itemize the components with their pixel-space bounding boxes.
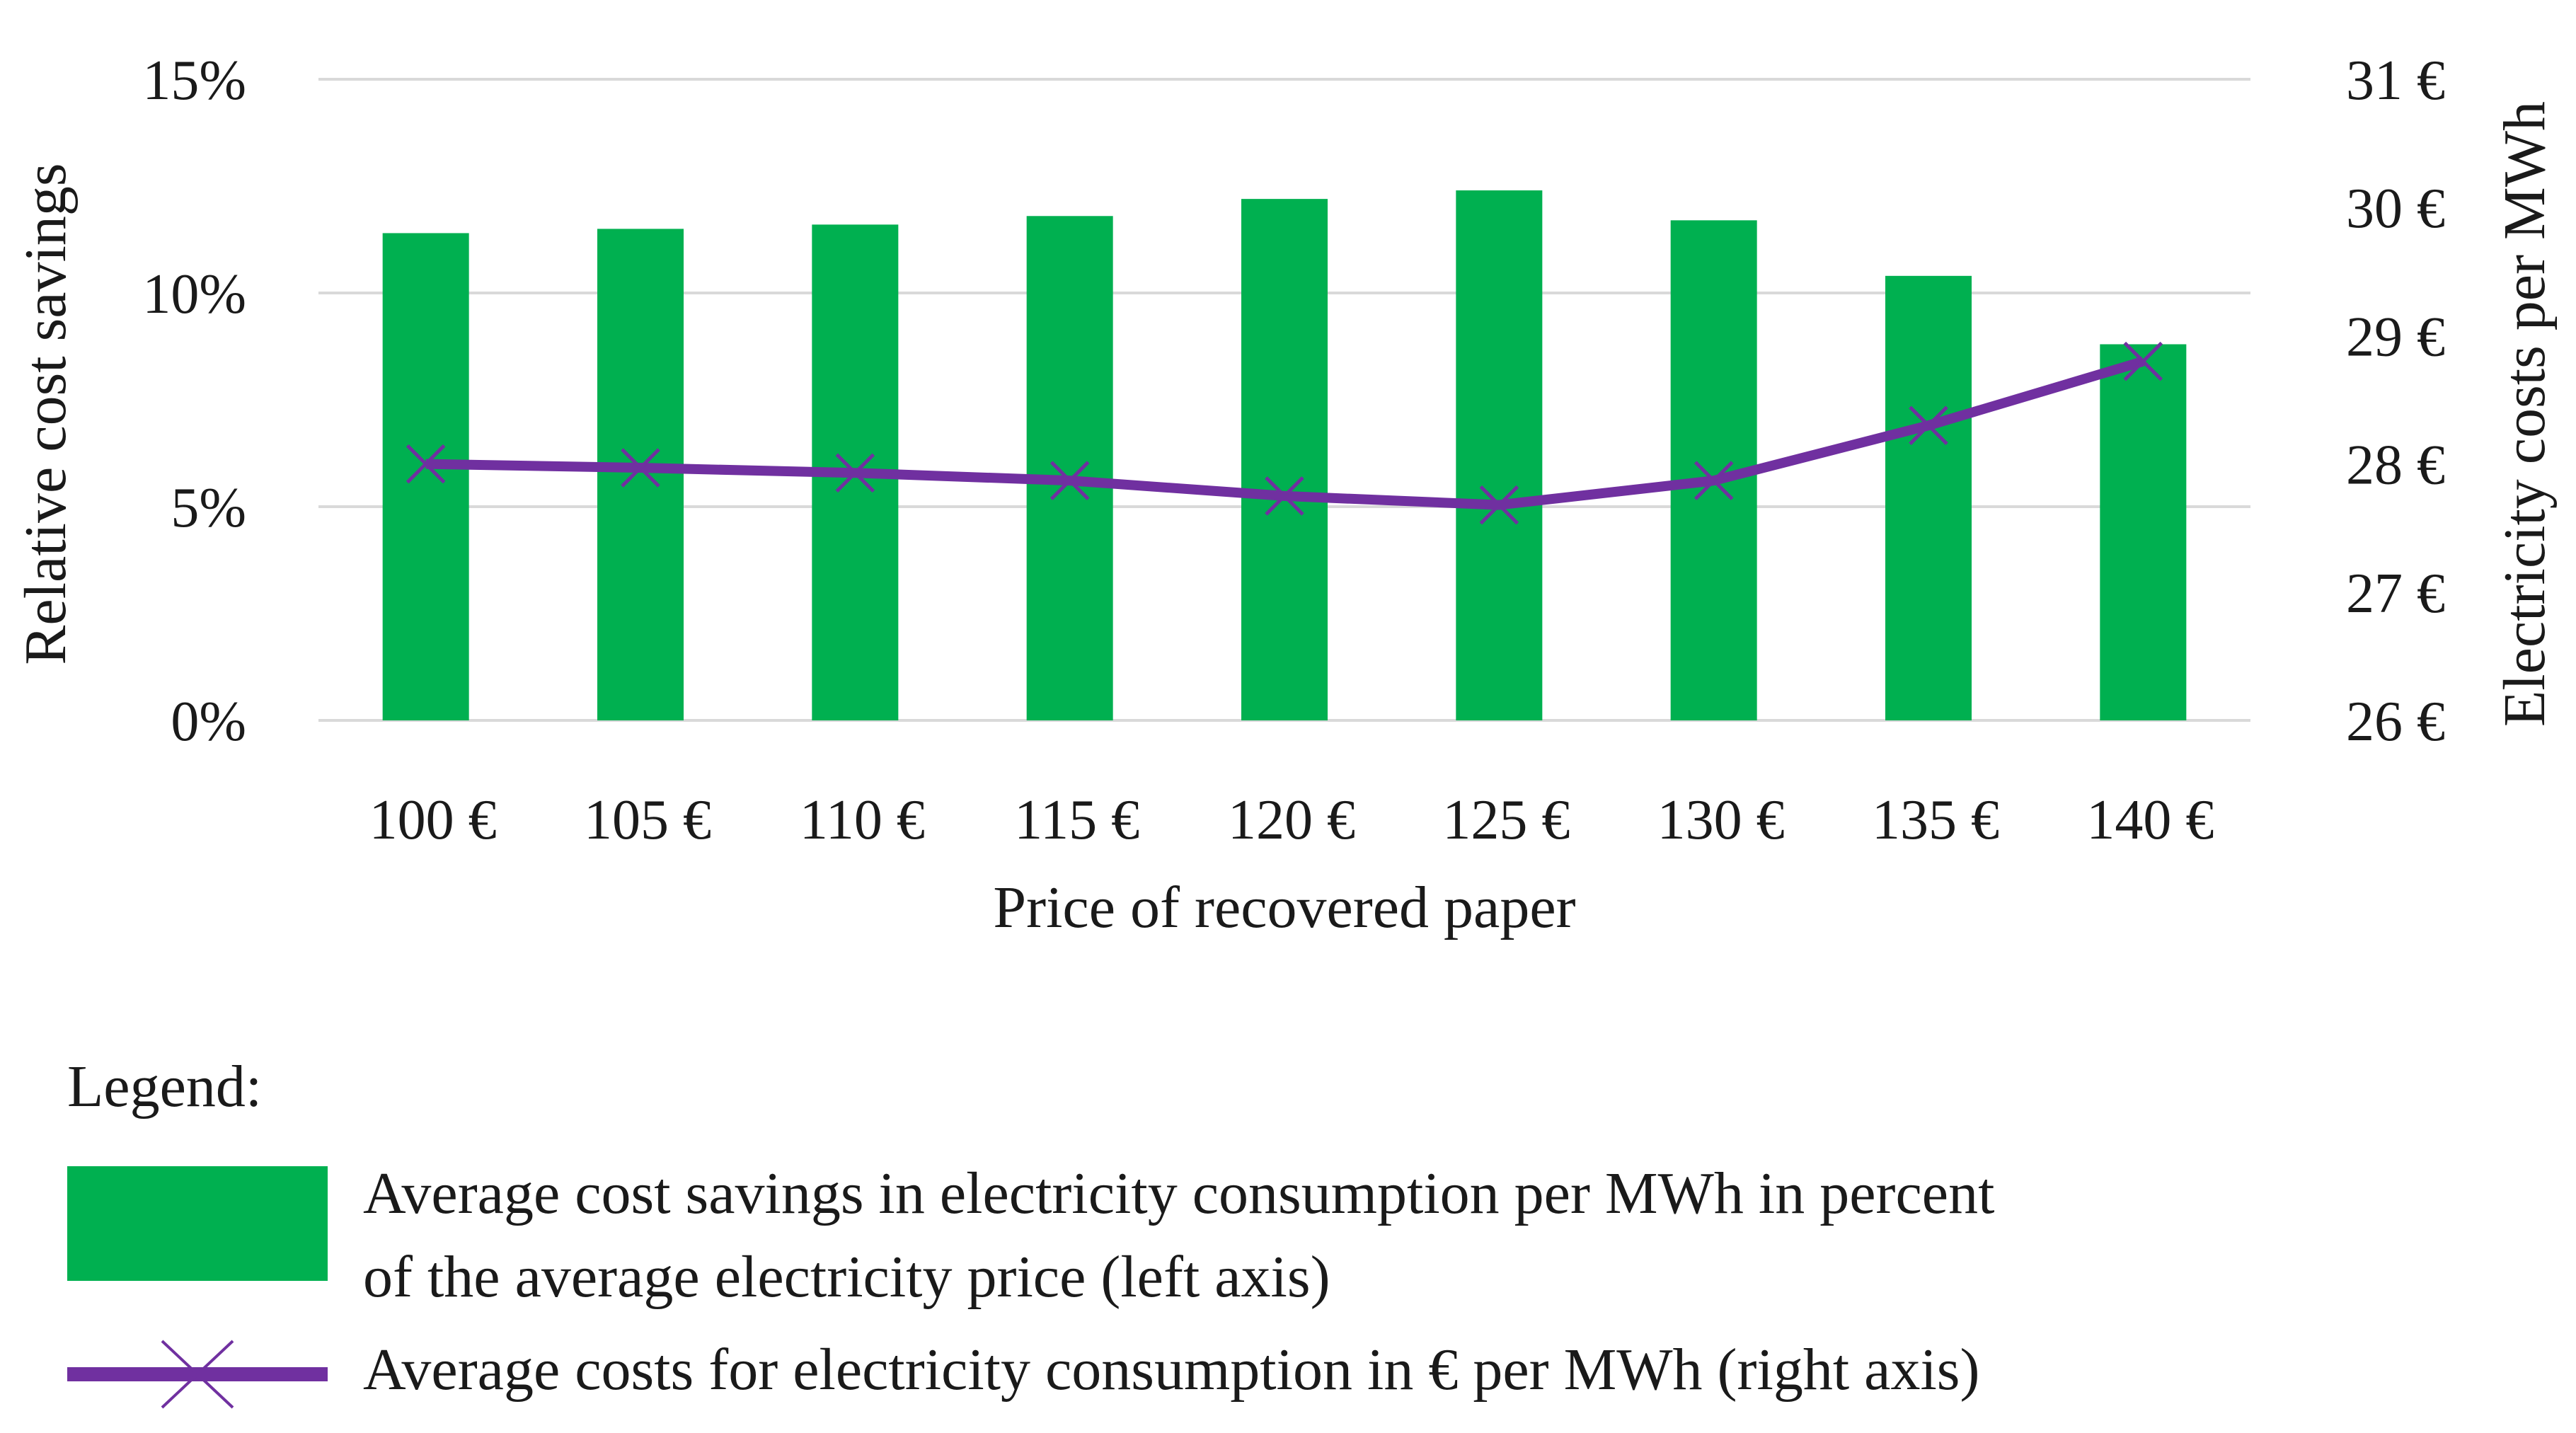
bar <box>1241 199 1328 720</box>
line-point <box>1694 461 1734 500</box>
legend-label-bars-line1: Average cost savings in electricity cons… <box>363 1161 1995 1227</box>
line-point <box>1265 476 1304 516</box>
legend-label-bars: Average cost savings in electricity cons… <box>363 1152 2522 1319</box>
right-tick-label: 26 € <box>2346 691 2445 753</box>
bar <box>1456 190 1543 720</box>
legend-item-line: Average costs for electricity consumptio… <box>67 1335 2544 1413</box>
right-tick-label: 31 € <box>2346 50 2445 112</box>
legend-swatch-line <box>67 1340 328 1409</box>
legend: Legend: Average cost savings in electric… <box>67 1054 2544 1413</box>
legend-label-line: Average costs for electricity consumptio… <box>363 1337 1980 1403</box>
line-point <box>1050 461 1090 500</box>
line-point <box>621 448 660 488</box>
x-tick-label: 110 € <box>800 789 925 851</box>
x-tick-label: 105 € <box>584 789 711 851</box>
x-tick-label: 130 € <box>1657 789 1785 851</box>
right-tick-label: 29 € <box>2346 306 2445 368</box>
combo-chart: 0% 5% 10% 15% 26 € 27 € 28 € 29 € 30 € 31 € 100 … <box>13 50 2558 940</box>
x-tick-label: 135 € <box>1872 789 1999 851</box>
line-point <box>1479 485 1519 525</box>
left-tick-label: 5% <box>171 477 246 539</box>
x-tick-label: 140 € <box>2086 789 2214 851</box>
bar <box>1026 216 1113 720</box>
right-tick-label: 28 € <box>2346 434 2445 497</box>
bar <box>1885 275 1972 721</box>
x-tick-label: 125 € <box>1442 789 1570 851</box>
legend-item-bars: Average cost savings in electricity cons… <box>67 1161 2544 1335</box>
bar <box>597 229 684 720</box>
x-axis-ticks: 100 € 105 € 110 € 115 € 120 € 125 € 130 € 135 €… <box>369 789 2214 851</box>
right-tick-label: 30 € <box>2346 178 2445 240</box>
x-tick-label: 115 € <box>1014 789 1139 851</box>
left-tick-label: 15% <box>142 50 246 112</box>
bar <box>382 233 469 720</box>
x-tick-label: 100 € <box>369 789 497 851</box>
bar <box>2100 344 2187 721</box>
legend-label-bars-line2: of the average electricity price (left a… <box>363 1244 1330 1311</box>
line-point <box>2123 341 2163 381</box>
line-point <box>406 444 446 484</box>
right-tick-label: 27 € <box>2346 563 2445 625</box>
line-point <box>835 453 875 493</box>
x-tick-label: 120 € <box>1228 789 1355 851</box>
legend-title: Legend: <box>67 1054 263 1120</box>
legend-swatch-bar <box>67 1166 328 1282</box>
left-tick-label: 0% <box>171 691 246 753</box>
left-tick-label: 10% <box>142 263 246 326</box>
right-axis-ticks: 26 € 27 € 28 € 29 € 30 € 31 € <box>2346 50 2445 753</box>
left-axis-title: Relative cost savings <box>13 163 79 664</box>
left-axis-ticks: 0% 5% 10% 15% <box>142 50 246 753</box>
line-point <box>1909 405 1948 446</box>
x-axis-title: Price of recovered paper <box>993 875 1575 940</box>
line-series <box>406 341 2163 525</box>
right-axis-title: Electricity costs per MWh <box>2492 101 2558 727</box>
